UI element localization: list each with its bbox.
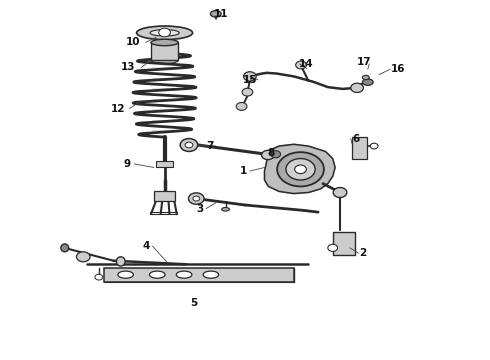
Text: 14: 14 — [298, 59, 313, 69]
Bar — [154, 191, 175, 202]
Ellipse shape — [116, 257, 125, 266]
Ellipse shape — [118, 271, 133, 278]
Ellipse shape — [151, 57, 178, 64]
Circle shape — [242, 88, 253, 96]
Ellipse shape — [150, 30, 179, 36]
Circle shape — [185, 142, 193, 148]
Text: 17: 17 — [357, 57, 372, 67]
Circle shape — [277, 152, 324, 186]
Ellipse shape — [221, 207, 229, 211]
Circle shape — [351, 83, 364, 93]
Circle shape — [76, 252, 90, 262]
Bar — [352, 137, 367, 158]
Bar — [156, 161, 173, 167]
Circle shape — [159, 28, 171, 37]
Text: 15: 15 — [243, 75, 257, 85]
Ellipse shape — [61, 244, 69, 252]
Ellipse shape — [151, 39, 178, 46]
Circle shape — [295, 61, 306, 69]
Bar — [333, 232, 355, 255]
Ellipse shape — [210, 11, 221, 17]
Text: 4: 4 — [143, 241, 150, 251]
Circle shape — [286, 158, 315, 180]
Text: 13: 13 — [121, 63, 135, 72]
Polygon shape — [265, 144, 335, 194]
Ellipse shape — [363, 79, 373, 85]
Circle shape — [180, 139, 198, 152]
Text: 8: 8 — [267, 148, 274, 158]
Ellipse shape — [176, 271, 192, 278]
Circle shape — [236, 103, 247, 111]
Circle shape — [370, 143, 378, 149]
Text: 7: 7 — [206, 141, 213, 151]
Circle shape — [193, 196, 200, 201]
Circle shape — [262, 150, 274, 159]
Text: 16: 16 — [391, 64, 406, 74]
Circle shape — [294, 165, 306, 174]
Circle shape — [95, 274, 103, 280]
Ellipse shape — [137, 26, 193, 40]
Ellipse shape — [149, 271, 165, 278]
Circle shape — [271, 151, 281, 158]
Text: 1: 1 — [240, 166, 247, 176]
Ellipse shape — [363, 75, 369, 80]
Circle shape — [333, 188, 347, 198]
Text: 9: 9 — [123, 159, 130, 169]
Circle shape — [244, 72, 256, 81]
Bar — [151, 42, 178, 60]
Text: 3: 3 — [196, 203, 203, 213]
Text: 5: 5 — [190, 298, 197, 308]
Text: 11: 11 — [213, 9, 228, 19]
Text: 2: 2 — [360, 248, 367, 258]
Circle shape — [189, 193, 204, 204]
Circle shape — [328, 244, 338, 251]
Bar — [104, 267, 294, 282]
Ellipse shape — [203, 271, 219, 278]
Text: 12: 12 — [111, 104, 125, 113]
Text: 6: 6 — [352, 134, 360, 144]
Text: 10: 10 — [126, 37, 140, 48]
